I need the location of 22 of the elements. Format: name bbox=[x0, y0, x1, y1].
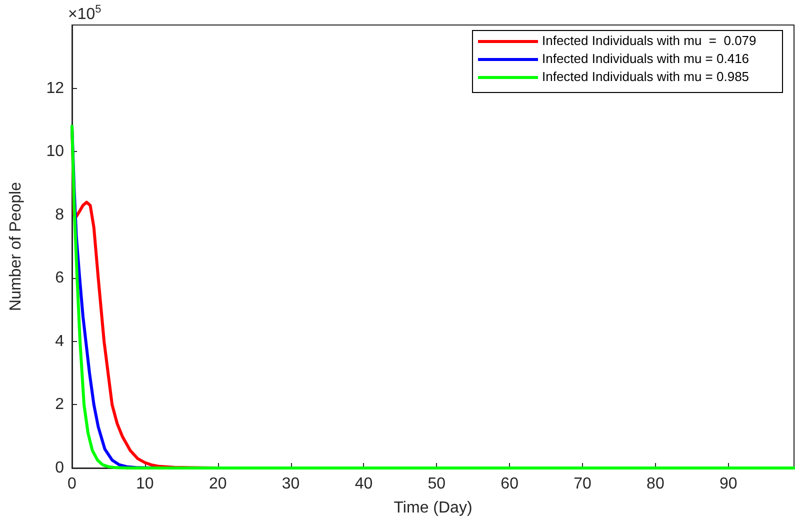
y-tick-label: 12 bbox=[46, 80, 64, 97]
y-tick-label: 0 bbox=[55, 460, 64, 476]
x-tick-label: 50 bbox=[428, 476, 446, 492]
legend-label: Infected Individuals with mu = 0.079 bbox=[542, 33, 756, 48]
x-tick-label: 40 bbox=[354, 476, 373, 492]
legend-label: Infected Individuals with mu = 0.416 bbox=[542, 51, 750, 66]
y-tick-label: 4 bbox=[55, 332, 64, 350]
y-tick-label: 6 bbox=[55, 270, 64, 287]
legend-label: Infected Individuals with mu = 0.985 bbox=[542, 69, 750, 84]
x-tick-label: 90 bbox=[719, 476, 738, 492]
y-tick-label: 2 bbox=[55, 396, 64, 414]
x-tick-label: 0 bbox=[68, 476, 77, 492]
x-tick-label: 30 bbox=[282, 476, 300, 492]
x-tick-label: 80 bbox=[646, 476, 664, 492]
x-tick-label: 10 bbox=[136, 476, 154, 492]
y-tick-label: 10 bbox=[46, 143, 64, 160]
y-axis-title: Number of People bbox=[8, 182, 24, 311]
x-axis-title: Time (Day) bbox=[394, 500, 472, 516]
x-tick-label: 60 bbox=[500, 476, 519, 492]
x-tick-label: 70 bbox=[574, 476, 592, 492]
x-tick-label: 20 bbox=[208, 476, 227, 492]
y-tick-label: 8 bbox=[55, 206, 64, 224]
